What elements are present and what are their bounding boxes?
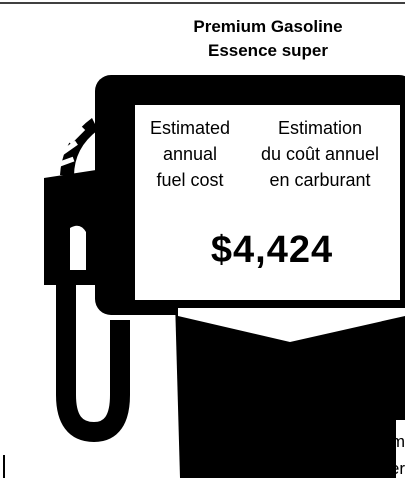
text-fragment: ner: [380, 459, 405, 478]
title-line: Premium Gasoline: [193, 17, 342, 36]
label-fr: du coût annuel: [261, 144, 379, 164]
nozzle-slot: [70, 225, 86, 270]
nozzle-grip: [53, 118, 98, 176]
title-line: Essence super: [208, 41, 328, 60]
label-en: fuel cost: [156, 170, 223, 190]
fuel-cost-value: $4,424: [211, 229, 333, 271]
label-en: annual: [163, 144, 217, 164]
chevron: [178, 308, 405, 342]
label-fr: Estimation: [278, 118, 362, 138]
side-cut: [396, 420, 405, 478]
hose: [56, 280, 130, 443]
screen: [135, 105, 400, 300]
label-en: Estimated: [150, 118, 230, 138]
edge-mark: [3, 455, 5, 478]
pump-body: [175, 300, 405, 478]
text-fragment: m: [391, 432, 405, 451]
label-fr: en carburant: [269, 170, 370, 190]
